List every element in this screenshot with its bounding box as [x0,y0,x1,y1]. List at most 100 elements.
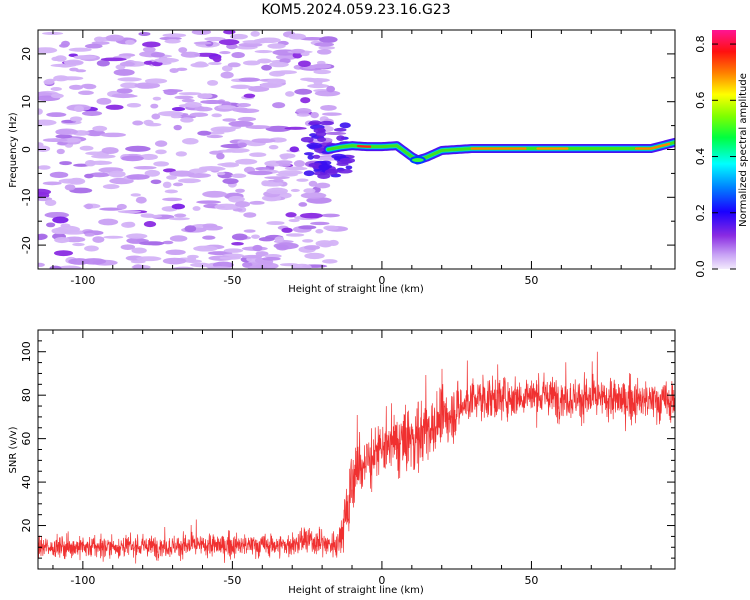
spectrogram-noise-blob [186,173,211,178]
spectrogram-noise-blob [189,112,209,117]
spectrogram-noise-blob [155,149,167,155]
spectrogram-noise-blob [218,39,240,46]
spectrogram-noise-blob [314,90,341,97]
spectrogram-noise-blob [300,97,311,104]
spectrogram-noise-blob [211,113,222,118]
page-title: KOM5.2024.059.23.16.G23 [261,2,450,18]
spectrogram-noise-blob [304,252,325,260]
spectrogram-noise-blob [84,203,94,210]
x-tick-label: -100 [70,274,95,287]
spectrogram-noise-blob [68,47,92,52]
spectrogram-noise-blob [100,132,127,138]
spectrogram-noise-blob [56,225,81,233]
x-tick-label: -50 [223,274,241,287]
spectrogram-cluster-blob [307,154,314,160]
spectrogram-noise-blob [296,108,312,114]
spectrogram-noise-blob [158,111,184,117]
spectrogram-noise-blob [55,134,73,139]
spectrogram-noise-blob [247,170,273,176]
spectrogram-noise-blob [208,61,222,66]
spectrogram-cluster-blob [303,170,315,177]
spectrogram-noise-blob [298,225,317,230]
spectrogram-noise-blob [144,169,161,177]
spectrogram-noise-blob [296,112,310,117]
spectrogram-noise-blob [308,180,318,187]
spectrogram-noise-blob [45,78,57,82]
spectrogram-noise-blob [92,125,108,132]
spectrogram-noise-blob [200,166,226,171]
spectrogram-noise-blob [42,138,68,143]
spectrogram-noise-blob [214,203,239,211]
spectrogram-noise-blob [103,235,124,239]
spectrogram-noise-blob [275,54,297,61]
spectrogram-noise-blob [132,264,144,269]
spectrogram-noise-blob [262,181,284,187]
spectrogram-noise-blob [231,242,244,246]
spectrogram-noise-blob [38,165,51,170]
spectrogram-noise-blob [89,172,111,178]
y-tick-label: -20 [20,236,33,254]
spectrogram-noise-blob [231,173,247,179]
spectrogram-noise-blob [243,212,257,218]
spectrogram-noise-blob [55,128,79,136]
spectrogram-noise-blob [230,84,251,90]
x-tick-label: -50 [223,574,241,587]
colorbar-gradient [712,30,736,269]
spectrogram-noise-blob [281,227,293,233]
spectrogram-noise-blob [249,152,267,158]
spectrogram-noise-blob [313,69,332,75]
spectrogram-noise-blob [117,77,142,82]
spectrogram-noise-blob [69,187,93,194]
spectrogram-noise-blob [258,236,275,242]
spectrogram-noise-blob [265,125,292,132]
spectrogram-noise-blob [250,30,260,37]
spectrogram-noise-blob [243,93,256,98]
y-tick-label: 40 [20,475,33,489]
spectrogram-noise-blob [228,120,254,127]
x-tick-label: 0 [378,274,385,287]
spectrogram-noise-blob [184,101,202,108]
spectrogram-noise-blob [145,122,162,127]
spectrogram-noise-blob [217,149,236,153]
spectrogram-noise-blob [164,189,178,194]
ridge-core-segment [635,142,671,150]
spectrogram-noise-blob [38,119,57,126]
spectrogram-noise-blob [285,233,305,237]
spectrogram-noise-blob [238,77,261,82]
spectrogram-cluster-blob [303,152,314,156]
spectrogram-noise-blob [57,265,82,269]
y-tick-label: 80 [20,388,33,402]
y-tick-label: -10 [20,188,33,206]
spectrogram-noise-blob [125,145,151,152]
spectrogram-noise-blob [227,62,241,68]
spectrogram-noise-blob [38,234,47,241]
spectrogram-noise-blob [235,188,245,193]
spectrogram-noise-blob [164,39,181,44]
spectrogram-noise-blob [202,190,227,198]
spectrogram-noise-blob [292,263,312,269]
spectrogram-noise-blob [108,170,126,178]
spectrogram-noise-blob [279,153,296,159]
spectrogram-noise-blob [220,71,234,79]
spectrogram-noise-blob [219,256,242,260]
spectrogram-noise-blob [105,104,124,110]
spectrogram-noise-blob [204,36,226,42]
y-tick-label: 60 [20,432,33,446]
spectrogram-noise-blob [54,237,70,244]
spectrogram-noise-blob [54,55,67,62]
spectrogram-noise-blob [172,266,194,269]
spectrogram-noise-blob [207,80,219,86]
spectrogram-noise-blob [133,165,157,170]
spectrogram-noise-blob [249,200,265,205]
spectrogram-noise-blob [101,147,119,155]
spectrogram-noise-blob [323,225,339,231]
spectrogram-noise-blob [130,193,141,197]
spectrogram-noise-blob [52,216,69,224]
spectrogram-noise-blob [182,138,199,145]
spectrogram-noise-blob [267,43,286,49]
spectrogram-noise-blob [288,218,300,223]
spectrogram-noise-blob [154,57,179,63]
spectrogram-noise-blob [150,179,162,185]
x-tick-label: 50 [524,574,538,587]
spectrogram-noise-blob [294,88,313,95]
